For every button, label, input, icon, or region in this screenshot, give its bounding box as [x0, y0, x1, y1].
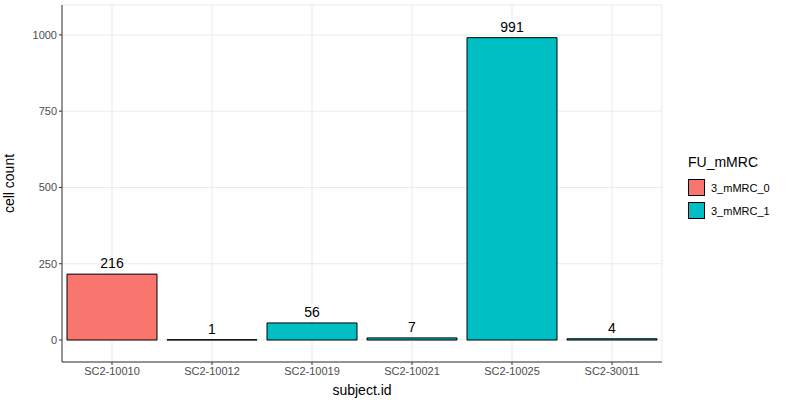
- svg-text:SC2-30011: SC2-30011: [585, 365, 640, 377]
- svg-text:SC2-10021: SC2-10021: [384, 365, 440, 377]
- svg-text:56: 56: [304, 304, 320, 320]
- svg-text:SC2-10012: SC2-10012: [184, 365, 240, 377]
- svg-text:1: 1: [208, 321, 216, 337]
- svg-text:216: 216: [100, 255, 124, 271]
- html-text:3_mMRC_0: 3_mMRC_0: [711, 181, 770, 194]
- svg-text:7: 7: [408, 319, 416, 335]
- svg-text:1000: 1000: [33, 29, 57, 41]
- svg-text:4: 4: [608, 320, 616, 336]
- svg-text:SC2-10010: SC2-10010: [84, 365, 140, 377]
- svg-text:250: 250: [39, 258, 57, 270]
- svg-text:SC2-10019: SC2-10019: [284, 365, 340, 377]
- svg-text:SC2-10025: SC2-10025: [484, 365, 540, 377]
- html-text:3_mMRC_1: 3_mMRC_1: [711, 204, 770, 217]
- svg-text:991: 991: [500, 19, 524, 35]
- svg-text:cell count: cell count: [8, 154, 17, 213]
- svg-text:500: 500: [39, 181, 57, 193]
- svg-text:subject.id: subject.id: [332, 382, 391, 398]
- svg-text:0: 0: [51, 334, 57, 346]
- html-text:FU_mMRC: FU_mMRC: [688, 154, 758, 170]
- svg-text:750: 750: [39, 105, 57, 117]
